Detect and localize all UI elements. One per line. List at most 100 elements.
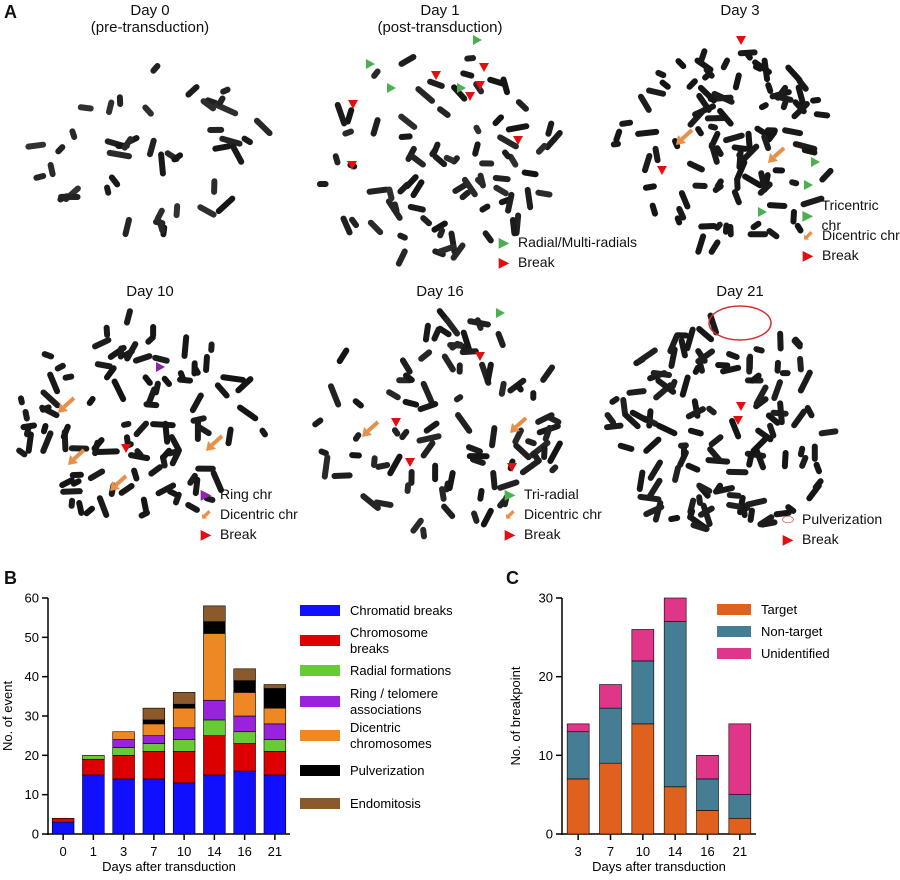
chromosome — [541, 445, 548, 461]
chromosome — [650, 370, 673, 379]
red-ellipse-icon: ⬭ — [782, 511, 794, 527]
chromosome — [332, 153, 341, 166]
bar-segment — [663, 786, 687, 835]
chromosome — [399, 428, 410, 441]
chromosome — [121, 420, 132, 428]
chromosome — [422, 322, 431, 343]
chromosome — [542, 424, 553, 442]
chromosome — [695, 348, 716, 365]
bar-segment — [172, 782, 196, 835]
chromosome — [687, 427, 704, 437]
y-tick-label: 20 — [539, 669, 553, 684]
legend-label: Dicentric chr — [220, 506, 298, 522]
chromosome — [686, 78, 698, 90]
chromosome — [237, 404, 259, 422]
chromosome — [698, 223, 717, 230]
legend-label: Pulverization — [350, 763, 424, 778]
chromosome — [742, 173, 763, 189]
chromosome — [646, 87, 667, 97]
chromosome — [96, 495, 110, 518]
chromosome — [367, 219, 384, 236]
chromosome — [521, 169, 539, 178]
chromosome — [479, 203, 491, 213]
bar-segment — [112, 778, 135, 835]
chromosome — [795, 84, 806, 106]
legend-label: Dicentric chromosomes — [350, 720, 432, 751]
chromosome — [497, 134, 519, 150]
chromosome — [370, 117, 381, 137]
legend-item: ▶ Break — [798, 245, 900, 265]
chromosome — [91, 437, 105, 452]
chromosome — [321, 454, 331, 480]
chromosome — [791, 100, 810, 120]
chromosome — [211, 178, 218, 195]
chromosome — [720, 364, 742, 375]
chromosome — [708, 123, 718, 131]
chromosome — [142, 374, 153, 386]
chromosome — [116, 94, 124, 107]
chromosome — [140, 496, 149, 513]
marker-triangle-icon — [736, 36, 746, 45]
x-axis-label: Days after transduction — [592, 859, 726, 874]
chromosome — [181, 334, 190, 359]
metaphase-spread-3 — [16, 308, 268, 519]
legend-label: Dicentric chr — [822, 227, 900, 243]
chromosome — [225, 426, 234, 447]
red-triangle-icon: ▶ — [200, 526, 212, 542]
chromosome — [519, 457, 542, 476]
red-triangle-icon: ▶ — [802, 247, 814, 263]
chromosome — [696, 92, 712, 113]
chromosome — [540, 364, 556, 383]
chromosome — [717, 108, 734, 127]
chromosome — [466, 453, 490, 460]
chromosome — [171, 152, 184, 163]
chromosome — [708, 141, 720, 165]
chromosome — [185, 501, 200, 513]
chromosome — [437, 106, 451, 118]
chromosome — [734, 176, 741, 191]
chromosome — [429, 147, 438, 158]
bar-segment — [203, 605, 226, 622]
chromosome — [253, 117, 273, 137]
chart-b: 0 10 20 30 40 50 60 0 1 3 7 10 14 16 21 Days after tran… — [0, 591, 453, 875]
chromosome — [152, 354, 170, 364]
bar-segment — [233, 715, 256, 733]
x-tick-label: 10 — [636, 844, 650, 859]
chromosome — [104, 184, 112, 196]
chromosome — [443, 316, 461, 337]
chromosome — [423, 420, 440, 434]
legend-label: Dicentric chr — [524, 506, 602, 522]
marker-triangle-icon — [733, 416, 743, 425]
chromosome — [655, 69, 667, 79]
chromosome — [617, 442, 635, 452]
bar-segment — [172, 751, 196, 784]
chromosome — [696, 325, 715, 343]
bar-segment — [82, 774, 105, 835]
chromosome — [544, 129, 563, 151]
chromosome — [420, 380, 435, 405]
metaphase-spreads — [16, 35, 839, 540]
chromosome — [604, 412, 617, 426]
legend-day16: ▶ Tri-radial ⬋ Dicentric chr ▶ Break — [500, 484, 602, 544]
bar-segment — [263, 688, 287, 709]
chromosome — [789, 179, 800, 187]
chromosome — [643, 436, 662, 454]
legend-swatch — [300, 635, 340, 646]
chromosome — [68, 497, 76, 509]
chromosome — [197, 204, 217, 218]
chromosome — [402, 398, 420, 408]
bar-segment — [203, 735, 226, 776]
chromosome — [352, 398, 364, 409]
bar-segment — [172, 707, 196, 729]
chromosome — [455, 412, 473, 434]
chromosome — [749, 372, 762, 384]
metaphase-spread-0 — [25, 63, 273, 238]
x-axis-label: Days after transduction — [102, 859, 236, 874]
chromosome — [417, 401, 439, 413]
purple-triangle-icon: ▶ — [200, 486, 212, 502]
chromosome — [177, 370, 186, 382]
chromosome — [678, 190, 691, 210]
chromosome — [706, 405, 717, 416]
chromosome — [316, 180, 329, 188]
chromosome — [746, 353, 754, 372]
